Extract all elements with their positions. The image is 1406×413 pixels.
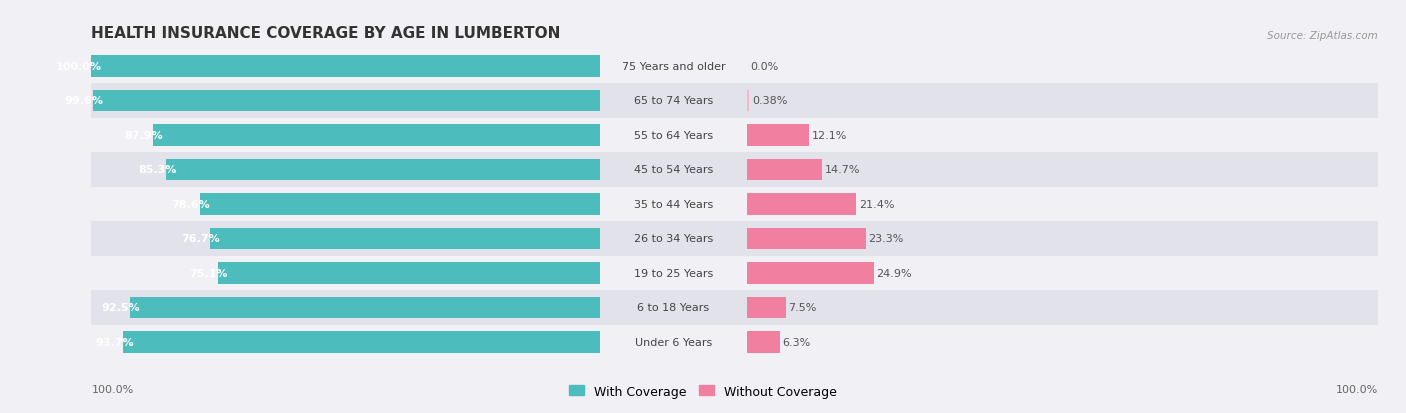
Text: Source: ZipAtlas.com: Source: ZipAtlas.com bbox=[1267, 31, 1378, 41]
Bar bbox=[153, 125, 599, 146]
Bar bbox=[91, 290, 599, 325]
Bar bbox=[91, 325, 599, 359]
Bar bbox=[200, 194, 599, 215]
Bar bbox=[218, 263, 599, 284]
Bar bbox=[599, 222, 748, 256]
Bar bbox=[91, 153, 599, 187]
Bar bbox=[91, 84, 599, 119]
Bar bbox=[748, 159, 823, 181]
Bar bbox=[209, 228, 599, 249]
Bar bbox=[748, 263, 875, 284]
Text: 7.5%: 7.5% bbox=[789, 303, 817, 313]
Bar bbox=[748, 84, 1378, 119]
Text: Under 6 Years: Under 6 Years bbox=[636, 337, 713, 347]
Text: 19 to 25 Years: 19 to 25 Years bbox=[634, 268, 713, 278]
Bar bbox=[599, 153, 748, 187]
Bar bbox=[748, 119, 1378, 153]
Text: 14.7%: 14.7% bbox=[825, 165, 860, 175]
Text: 99.6%: 99.6% bbox=[65, 96, 104, 106]
Text: 21.4%: 21.4% bbox=[859, 199, 894, 209]
Text: 87.9%: 87.9% bbox=[124, 131, 163, 140]
Text: 100.0%: 100.0% bbox=[91, 384, 134, 394]
Bar bbox=[166, 159, 599, 181]
Text: 12.1%: 12.1% bbox=[811, 131, 846, 140]
Bar bbox=[748, 194, 856, 215]
Bar bbox=[91, 187, 599, 222]
Bar bbox=[748, 256, 1378, 290]
Bar bbox=[599, 187, 748, 222]
Bar bbox=[748, 90, 749, 112]
Bar bbox=[748, 297, 786, 318]
Bar bbox=[748, 290, 1378, 325]
Bar bbox=[748, 228, 866, 249]
Bar bbox=[91, 119, 599, 153]
Text: 100.0%: 100.0% bbox=[56, 62, 101, 72]
Bar bbox=[748, 50, 1378, 84]
Text: 26 to 34 Years: 26 to 34 Years bbox=[634, 234, 713, 244]
Text: 85.3%: 85.3% bbox=[138, 165, 176, 175]
Bar bbox=[748, 187, 1378, 222]
Legend: With Coverage, Without Coverage: With Coverage, Without Coverage bbox=[564, 380, 842, 403]
Text: 100.0%: 100.0% bbox=[1336, 384, 1378, 394]
Text: 35 to 44 Years: 35 to 44 Years bbox=[634, 199, 713, 209]
Text: 0.0%: 0.0% bbox=[749, 62, 779, 72]
Bar bbox=[91, 56, 599, 78]
Text: HEALTH INSURANCE COVERAGE BY AGE IN LUMBERTON: HEALTH INSURANCE COVERAGE BY AGE IN LUMB… bbox=[91, 26, 561, 41]
Bar bbox=[748, 222, 1378, 256]
Bar bbox=[748, 325, 1378, 359]
Text: 75.1%: 75.1% bbox=[190, 268, 228, 278]
Text: 78.6%: 78.6% bbox=[172, 199, 211, 209]
Text: 93.7%: 93.7% bbox=[96, 337, 134, 347]
Bar bbox=[91, 50, 599, 84]
Bar bbox=[748, 153, 1378, 187]
Text: 6 to 18 Years: 6 to 18 Years bbox=[637, 303, 710, 313]
Text: 55 to 64 Years: 55 to 64 Years bbox=[634, 131, 713, 140]
Text: 92.5%: 92.5% bbox=[101, 303, 139, 313]
Text: 75 Years and older: 75 Years and older bbox=[621, 62, 725, 72]
Bar bbox=[599, 256, 748, 290]
Bar bbox=[93, 90, 599, 112]
Bar bbox=[748, 331, 779, 353]
Bar bbox=[129, 297, 599, 318]
Bar bbox=[124, 331, 599, 353]
Text: 24.9%: 24.9% bbox=[876, 268, 912, 278]
Text: 6.3%: 6.3% bbox=[782, 337, 810, 347]
Text: 45 to 54 Years: 45 to 54 Years bbox=[634, 165, 713, 175]
Text: 0.38%: 0.38% bbox=[752, 96, 787, 106]
Bar bbox=[91, 256, 599, 290]
Bar bbox=[748, 125, 808, 146]
Bar bbox=[599, 290, 748, 325]
Bar bbox=[599, 50, 748, 84]
Bar bbox=[599, 325, 748, 359]
Text: 76.7%: 76.7% bbox=[181, 234, 219, 244]
Text: 65 to 74 Years: 65 to 74 Years bbox=[634, 96, 713, 106]
Bar bbox=[599, 119, 748, 153]
Text: 23.3%: 23.3% bbox=[869, 234, 904, 244]
Bar bbox=[91, 222, 599, 256]
Bar bbox=[599, 84, 748, 119]
